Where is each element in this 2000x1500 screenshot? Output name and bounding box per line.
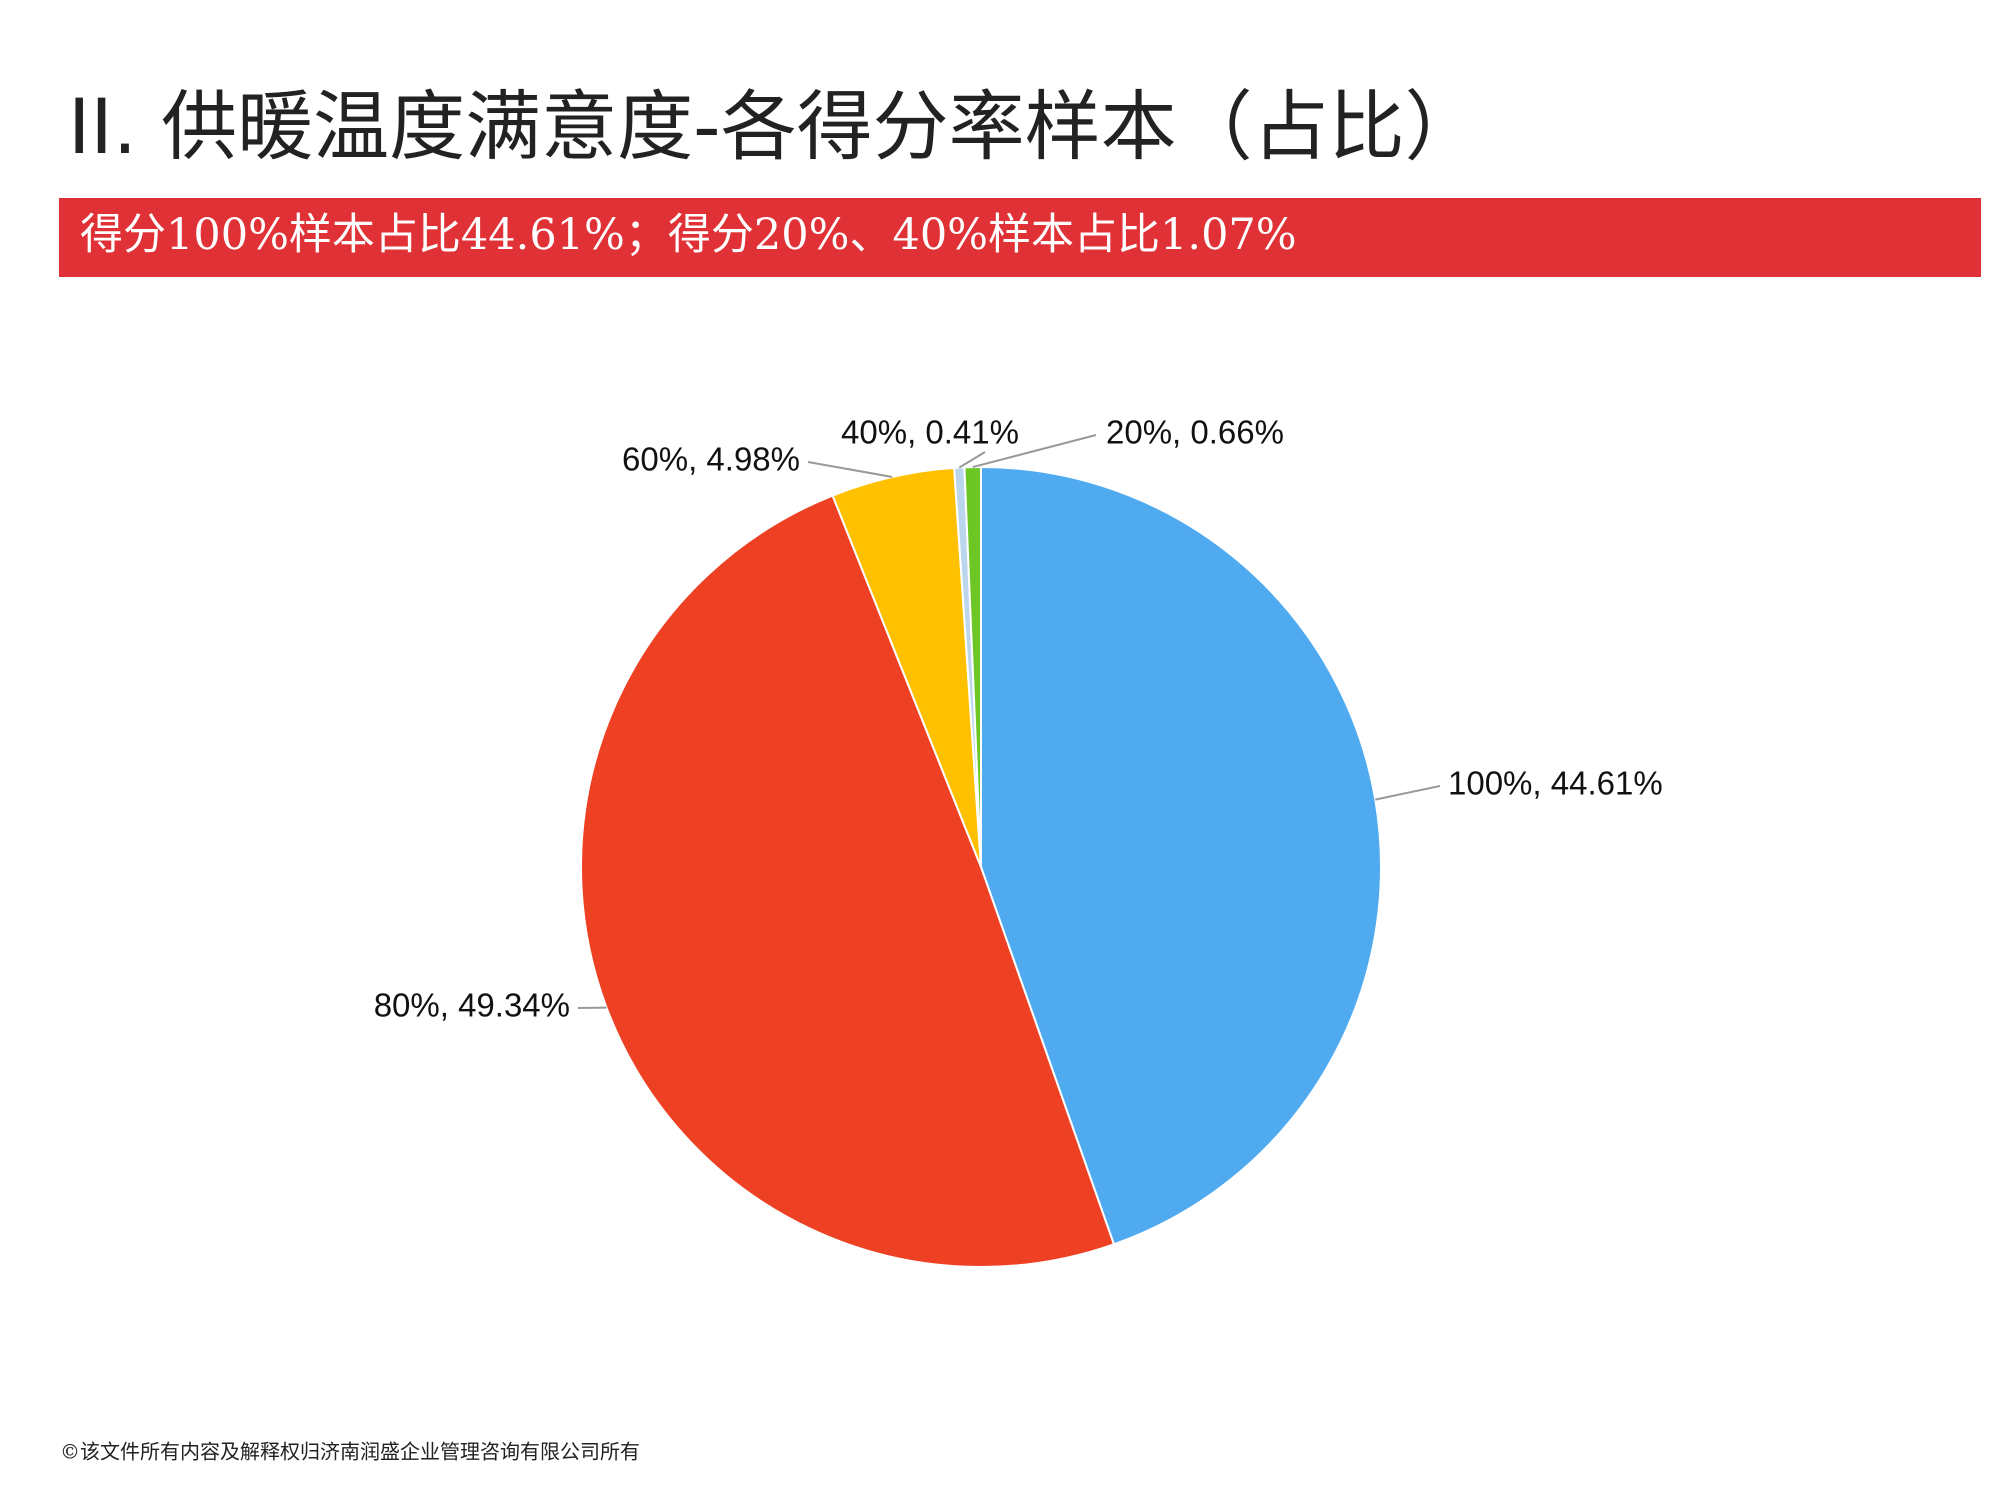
leader-line bbox=[972, 434, 1097, 469]
leader-line bbox=[807, 461, 893, 478]
pie-slice bbox=[963, 465, 982, 868]
pie-slice bbox=[580, 494, 1116, 1268]
pie-slice bbox=[980, 465, 1382, 1246]
slide-title: II. 供暖温度满意度-各得分率样本（占比） bbox=[68, 82, 1481, 171]
footer-text: ©该文件所有内容及解释权归济南润盛企业管理咨询有限公司所有 bbox=[60, 1440, 640, 1464]
banner bbox=[59, 198, 1981, 277]
data-label: 60%, 4.98% bbox=[622, 441, 800, 478]
data-label: 100%, 44.61% bbox=[1448, 765, 1663, 802]
data-label: 20%, 0.66% bbox=[1106, 414, 1284, 451]
leader-line bbox=[1375, 785, 1441, 801]
pie-chart: 100%, 44.61% 80%, 49.34% 60%, 4.98% 40%, 0.… bbox=[374, 414, 1663, 1268]
data-label: 40%, 0.41% bbox=[841, 414, 1019, 451]
data-label: 80%, 49.34% bbox=[374, 987, 570, 1024]
leader-line bbox=[958, 451, 986, 469]
banner-text: 得分100%样本占比44.61%；得分20%、40%样本占比1.07% bbox=[80, 210, 1297, 260]
